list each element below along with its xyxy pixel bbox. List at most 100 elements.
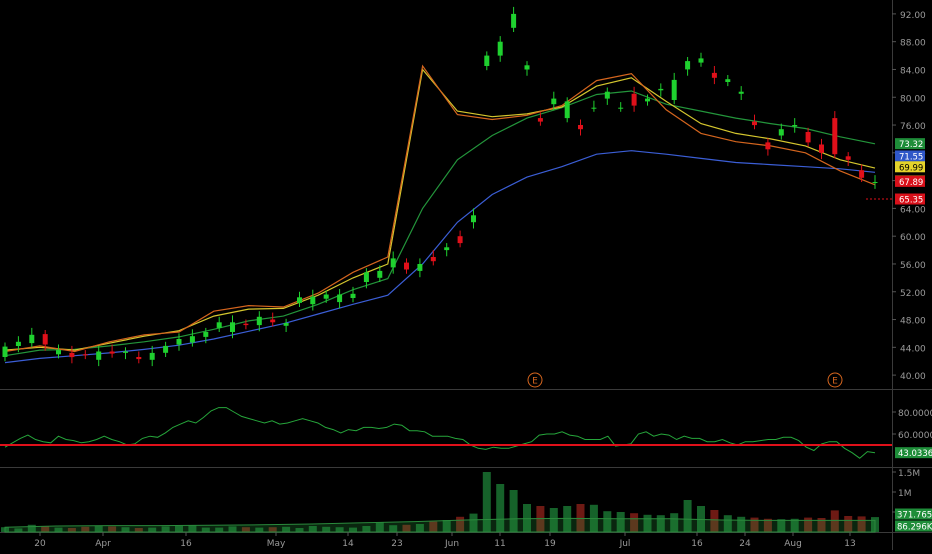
- candle[interactable]: [283, 323, 289, 326]
- volume-bar[interactable]: [750, 517, 759, 532]
- volume-bar[interactable]: [456, 516, 465, 532]
- candle[interactable]: [671, 79, 677, 100]
- candle[interactable]: [819, 144, 824, 153]
- volume-bar[interactable]: [14, 528, 23, 532]
- volume-bar[interactable]: [322, 526, 331, 532]
- candle[interactable]: [497, 41, 503, 56]
- candle[interactable]: [792, 125, 798, 127]
- volume-bar[interactable]: [54, 527, 63, 532]
- volume-bar[interactable]: [201, 527, 210, 532]
- volume-bar[interactable]: [27, 524, 36, 532]
- volume-bar[interactable]: [375, 522, 384, 532]
- volume-bar[interactable]: [94, 526, 103, 532]
- candle[interactable]: [216, 322, 222, 328]
- volume-bar[interactable]: [349, 527, 357, 532]
- candle[interactable]: [203, 332, 209, 337]
- volume-bar[interactable]: [175, 526, 183, 532]
- volume-bar[interactable]: [121, 527, 130, 532]
- volume-bar[interactable]: [282, 526, 291, 532]
- candle[interactable]: [457, 236, 463, 244]
- candle[interactable]: [390, 258, 396, 268]
- volume-bar[interactable]: [697, 506, 705, 532]
- volume-bar[interactable]: [737, 516, 746, 532]
- candle[interactable]: [96, 351, 102, 360]
- candle[interactable]: [270, 319, 276, 323]
- volume-bar[interactable]: [255, 527, 264, 532]
- candle[interactable]: [859, 170, 865, 178]
- volume-bar[interactable]: [509, 490, 518, 532]
- volume-bar[interactable]: [857, 516, 866, 532]
- volume-bar[interactable]: [563, 506, 572, 532]
- candle[interactable]: [123, 351, 128, 353]
- volume-bar[interactable]: [215, 527, 224, 532]
- candle[interactable]: [337, 294, 343, 303]
- candle[interactable]: [430, 257, 436, 262]
- earnings-event-marker[interactable]: [827, 372, 843, 388]
- candle[interactable]: [524, 65, 530, 70]
- candle[interactable]: [578, 125, 583, 130]
- volume-bar[interactable]: [670, 513, 679, 532]
- volume-bar[interactable]: [804, 517, 813, 532]
- candle[interactable]: [149, 352, 155, 360]
- candle[interactable]: [805, 132, 811, 143]
- candle[interactable]: [511, 13, 517, 28]
- candle[interactable]: [631, 93, 637, 106]
- candle[interactable]: [69, 352, 75, 358]
- volume-bar[interactable]: [415, 524, 424, 532]
- candle[interactable]: [444, 247, 450, 251]
- candle[interactable]: [417, 264, 423, 271]
- volume-bar[interactable]: [188, 525, 197, 532]
- candle[interactable]: [778, 129, 784, 136]
- volume-bar[interactable]: [790, 518, 799, 532]
- candle[interactable]: [711, 72, 717, 78]
- volume-bar[interactable]: [402, 524, 411, 532]
- volume-bar[interactable]: [616, 512, 625, 532]
- candle[interactable]: [551, 98, 557, 105]
- candle[interactable]: [698, 58, 704, 63]
- candle[interactable]: [752, 121, 757, 126]
- volume-bar[interactable]: [295, 528, 304, 532]
- volume-bar[interactable]: [683, 500, 692, 532]
- candle[interactable]: [243, 323, 249, 326]
- candle[interactable]: [685, 61, 691, 70]
- candle[interactable]: [564, 101, 570, 119]
- candle[interactable]: [872, 182, 878, 183]
- earnings-event-marker[interactable]: [527, 372, 543, 388]
- candle[interactable]: [537, 118, 543, 122]
- volume-bar[interactable]: [41, 526, 50, 532]
- candle[interactable]: [377, 270, 383, 278]
- candle[interactable]: [484, 55, 490, 66]
- volume-bar[interactable]: [228, 526, 237, 532]
- candle[interactable]: [42, 334, 48, 345]
- candle[interactable]: [163, 345, 169, 353]
- candle[interactable]: [29, 334, 35, 344]
- volume-bar[interactable]: [723, 515, 732, 532]
- candle[interactable]: [618, 107, 624, 109]
- volume-bar[interactable]: [148, 527, 157, 532]
- candle[interactable]: [765, 142, 771, 150]
- candle[interactable]: [323, 294, 329, 299]
- volume-bar[interactable]: [549, 508, 558, 532]
- volume-bar[interactable]: [523, 504, 531, 532]
- volume-bar[interactable]: [830, 510, 839, 532]
- candle[interactable]: [604, 91, 610, 99]
- candle[interactable]: [176, 339, 182, 345]
- volume-bar[interactable]: [482, 472, 491, 532]
- candle[interactable]: [725, 79, 731, 82]
- candle[interactable]: [404, 262, 409, 270]
- volume-bar[interactable]: [603, 511, 612, 532]
- candle[interactable]: [82, 354, 88, 356]
- volume-bar[interactable]: [134, 528, 143, 532]
- volume-bar[interactable]: [643, 514, 652, 532]
- volume-bar[interactable]: [496, 484, 505, 532]
- candle[interactable]: [56, 350, 61, 355]
- candle[interactable]: [738, 91, 744, 94]
- volume-bar[interactable]: [469, 513, 478, 532]
- candle[interactable]: [136, 357, 142, 360]
- candle[interactable]: [109, 351, 115, 354]
- volume-bar[interactable]: [817, 518, 826, 532]
- candle[interactable]: [297, 297, 302, 303]
- volume-bar[interactable]: [362, 526, 371, 532]
